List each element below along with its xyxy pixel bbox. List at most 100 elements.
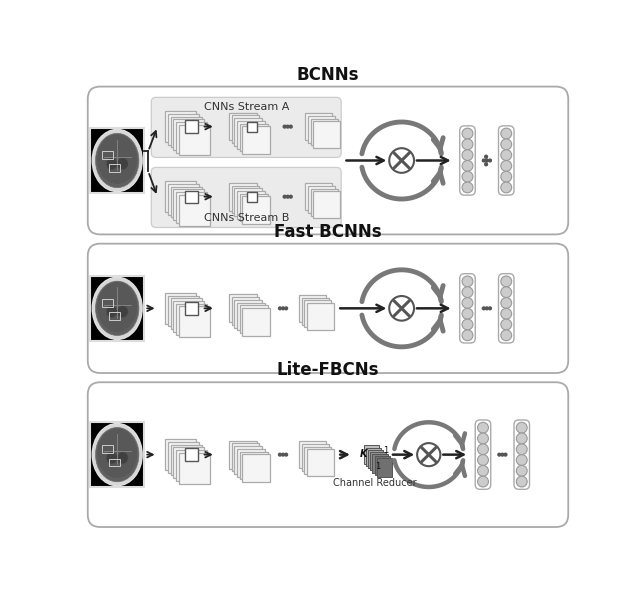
Circle shape <box>488 159 492 162</box>
Circle shape <box>477 476 488 487</box>
Bar <box>239 193 268 221</box>
Bar <box>232 185 259 213</box>
Circle shape <box>417 443 440 466</box>
Circle shape <box>389 296 414 321</box>
Bar <box>377 458 392 477</box>
Bar <box>102 299 113 307</box>
Bar <box>229 441 257 468</box>
Bar <box>234 300 262 328</box>
Bar <box>310 119 338 145</box>
Circle shape <box>501 330 511 341</box>
Bar <box>243 308 270 336</box>
Circle shape <box>282 307 284 310</box>
Bar <box>237 121 265 148</box>
Ellipse shape <box>95 133 139 188</box>
Circle shape <box>462 287 473 298</box>
Ellipse shape <box>117 452 128 464</box>
Circle shape <box>501 139 511 150</box>
Bar <box>243 454 270 482</box>
Bar <box>370 452 386 470</box>
Circle shape <box>462 308 473 319</box>
Circle shape <box>284 125 286 128</box>
Circle shape <box>484 155 488 158</box>
Circle shape <box>501 128 511 139</box>
Bar <box>171 187 202 218</box>
Bar <box>305 113 332 140</box>
Circle shape <box>477 433 488 444</box>
FancyBboxPatch shape <box>151 167 341 227</box>
Circle shape <box>501 150 511 161</box>
Bar <box>237 191 265 219</box>
Bar <box>186 190 198 203</box>
Bar <box>313 191 340 218</box>
Bar <box>176 450 207 481</box>
Bar <box>232 444 259 471</box>
Bar <box>165 293 196 324</box>
Bar <box>90 128 145 193</box>
Text: Lite-FBCNs: Lite-FBCNs <box>276 361 380 379</box>
FancyBboxPatch shape <box>151 98 341 158</box>
Bar <box>364 445 379 464</box>
Ellipse shape <box>97 134 138 184</box>
Bar <box>307 449 334 476</box>
Circle shape <box>462 319 473 330</box>
Circle shape <box>516 444 527 454</box>
Circle shape <box>462 330 473 341</box>
Circle shape <box>486 307 488 310</box>
Bar <box>232 116 259 143</box>
Circle shape <box>477 465 488 476</box>
Bar <box>313 121 340 148</box>
Circle shape <box>462 128 473 139</box>
Circle shape <box>462 150 473 161</box>
Circle shape <box>462 182 473 193</box>
Circle shape <box>488 307 492 310</box>
Bar <box>372 454 388 473</box>
Text: Channel Reducer: Channel Reducer <box>333 478 417 488</box>
Bar <box>305 447 332 473</box>
Text: 1: 1 <box>375 462 380 471</box>
Circle shape <box>484 159 488 162</box>
Circle shape <box>278 307 282 310</box>
Bar <box>243 126 270 154</box>
Bar <box>186 448 198 461</box>
Circle shape <box>516 433 527 444</box>
Circle shape <box>477 444 488 454</box>
Bar <box>301 444 329 471</box>
Bar <box>301 298 329 324</box>
Circle shape <box>501 276 511 287</box>
Bar <box>165 181 196 212</box>
Bar <box>186 302 198 315</box>
FancyBboxPatch shape <box>88 382 568 527</box>
Bar <box>239 124 268 152</box>
Circle shape <box>278 453 282 456</box>
Bar <box>168 296 199 327</box>
FancyBboxPatch shape <box>88 244 568 373</box>
Bar <box>186 121 198 133</box>
Bar <box>165 112 196 142</box>
Circle shape <box>501 171 511 182</box>
Bar <box>176 192 207 223</box>
Text: BCNNs: BCNNs <box>297 65 359 84</box>
Circle shape <box>501 319 511 330</box>
Circle shape <box>286 125 289 128</box>
Bar <box>374 456 390 474</box>
Bar <box>176 122 207 153</box>
Ellipse shape <box>117 305 128 318</box>
Bar <box>368 450 383 468</box>
Bar <box>168 442 199 473</box>
Circle shape <box>501 308 511 319</box>
Bar <box>299 441 326 468</box>
Bar <box>90 422 145 487</box>
Bar <box>171 116 202 147</box>
Bar <box>234 118 262 146</box>
Circle shape <box>484 163 488 165</box>
Circle shape <box>516 422 527 433</box>
Bar <box>229 113 257 141</box>
Bar <box>173 447 204 478</box>
Bar <box>308 186 335 213</box>
Ellipse shape <box>95 281 139 336</box>
Circle shape <box>462 139 473 150</box>
Bar <box>179 453 210 484</box>
Bar <box>239 305 268 333</box>
Bar <box>109 164 120 172</box>
